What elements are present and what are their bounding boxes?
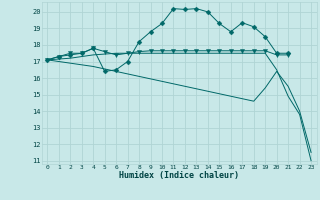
X-axis label: Humidex (Indice chaleur): Humidex (Indice chaleur) <box>119 171 239 180</box>
